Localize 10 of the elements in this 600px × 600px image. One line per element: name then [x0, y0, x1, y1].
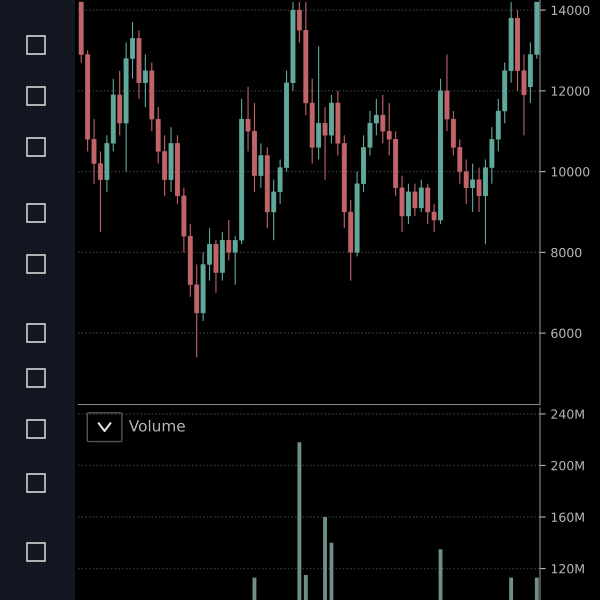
- y-tick-label: 160M: [552, 512, 584, 522]
- text: Volume: [128, 420, 185, 432]
- y-tick-label: 8000: [551, 248, 582, 258]
- y-tick-label: 240M: [551, 409, 584, 419]
- y-tick-label: 120M: [552, 564, 584, 574]
- y-tick-label: 12000: [552, 86, 590, 96]
- y-tick-label: 6000: [551, 328, 582, 338]
- y-tick-label: 200M: [551, 460, 584, 470]
- y-tick-label: 10000: [552, 167, 590, 177]
- y-tick-label: 14000: [552, 6, 590, 16]
